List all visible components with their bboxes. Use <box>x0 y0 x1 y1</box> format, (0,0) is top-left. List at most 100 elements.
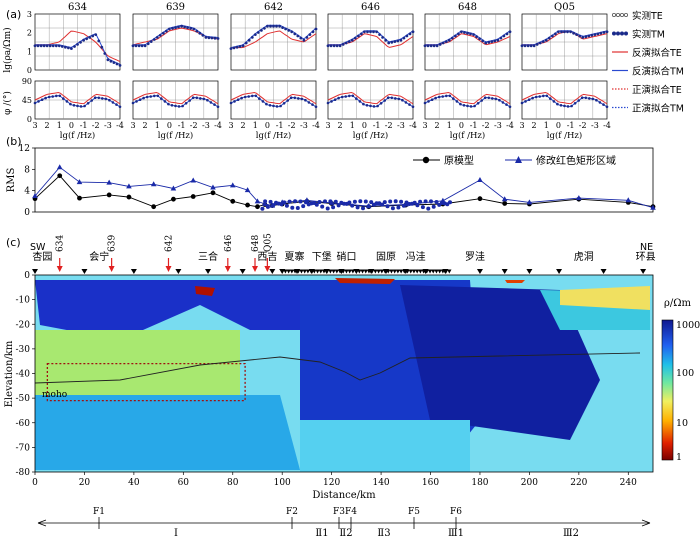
fault-label: F1 <box>93 507 105 517</box>
xtick: 0 <box>362 121 367 130</box>
resistivity-zone <box>560 286 650 310</box>
distance-tick: 60 <box>178 478 190 488</box>
xtick: -1 <box>276 121 284 130</box>
site-marker <box>130 269 137 274</box>
legend-label: 正演拟合TM <box>632 103 684 115</box>
legend-label: 反演拟合TE <box>632 47 682 59</box>
panel-a-label: (a) <box>6 8 21 21</box>
site-marker <box>373 269 378 274</box>
elevation-tick: -30 <box>16 345 31 355</box>
site-marker <box>331 269 336 274</box>
station-label: Q05 <box>263 233 273 252</box>
distance-tick: 180 <box>471 478 488 488</box>
panel-a-upper-ylabel: lg(ρa/Ωm) <box>2 27 13 72</box>
rms-dense-point <box>295 206 300 210</box>
station-title: 634 <box>68 2 87 13</box>
conductor-anomaly <box>505 280 525 283</box>
xtick: -2 <box>482 121 490 130</box>
rms-dense-point <box>434 200 439 204</box>
xlabel: lg(f /Hz) <box>158 130 193 141</box>
site-marker <box>640 269 647 274</box>
rms-dense-point <box>314 202 319 207</box>
panel-b-frame <box>34 147 654 213</box>
distance-tick: 240 <box>620 478 637 488</box>
rms-dense-point <box>282 200 287 205</box>
place-name: 三合 <box>198 250 218 263</box>
rms-dense-point <box>393 199 398 204</box>
lower-ytick: 90 <box>22 77 32 86</box>
site-marker <box>292 269 298 274</box>
rms-dense-point <box>287 199 292 204</box>
site-marker <box>434 269 439 274</box>
rms-dense-point <box>284 203 289 208</box>
distance-tick: 20 <box>79 478 91 488</box>
site-marker <box>402 269 407 274</box>
rms-dense-point <box>358 199 363 204</box>
rms-dense-point <box>369 200 374 205</box>
site-marker <box>341 269 346 274</box>
legend-item-3: 反演拟合TM <box>612 66 684 78</box>
rms-dense-point <box>399 199 404 204</box>
xtick: 2 <box>45 121 50 130</box>
site-marker <box>501 269 508 274</box>
rms-point <box>150 181 157 187</box>
site-marker <box>305 269 311 274</box>
rms-dense-point <box>325 206 330 211</box>
place-name: 下堡 <box>312 250 332 263</box>
site-marker <box>280 269 285 274</box>
site-marker <box>205 269 212 274</box>
xtick: 1 <box>57 121 62 130</box>
rms-point <box>210 184 216 190</box>
site-marker <box>431 269 436 274</box>
rms-dense-point <box>355 205 360 210</box>
site-marker <box>296 269 301 274</box>
xtick: 1 <box>350 121 355 130</box>
place-name: 罗洼 <box>465 250 485 263</box>
block-label: Ⅱ1 <box>315 528 328 539</box>
station-label: 642 <box>164 235 174 252</box>
distance-tick: 80 <box>227 478 239 488</box>
colorbar: ρ/Ωm 1000 100 10 1 <box>661 298 700 463</box>
site-marker <box>302 269 307 274</box>
rms-dense-point <box>347 200 352 205</box>
site-marker <box>408 269 413 274</box>
xtick: 2 <box>241 121 246 130</box>
rms-point <box>229 182 236 188</box>
legend-item-4: 正演拟合TE <box>612 84 682 96</box>
distance-tick: 200 <box>521 478 538 488</box>
panel-c-axes: 0-10-20-30-40-50-60-70-800 20 40 60 80 100 120… <box>16 271 638 488</box>
panel-b-yticks: 12 8 4 0 <box>19 144 35 218</box>
xtick: -4 <box>214 121 222 130</box>
rms-point <box>57 173 63 179</box>
station-title: 648 <box>458 2 477 13</box>
site-marker <box>421 269 426 274</box>
elevation-tick: -60 <box>16 419 31 429</box>
legend-item-0: 实测TE <box>612 10 663 22</box>
xtick: 1 <box>253 121 258 130</box>
site-marker <box>308 269 314 274</box>
conductor-anomaly <box>335 278 395 284</box>
rms-point <box>625 197 632 203</box>
legend-marker-modified <box>515 156 522 163</box>
xlabel: lg(f /Hz) <box>353 130 388 141</box>
rms-dense-point <box>298 199 303 204</box>
site-marker <box>337 269 343 274</box>
fault-label: F6 <box>450 507 462 517</box>
xlabel: lg(f /Hz) <box>256 130 291 141</box>
rms-ytick: 4 <box>24 187 30 197</box>
rms-point <box>244 187 251 193</box>
xtick: -3 <box>202 121 210 130</box>
station-label: 639 <box>108 235 118 252</box>
rms-dense-point <box>336 203 341 208</box>
station-plot-639: 639 3 2 1 0 -1 -2 -3 -4 lg(f /Hz) <box>130 2 221 141</box>
xlabel: lg(f /Hz) <box>450 130 485 141</box>
xtick: 0 <box>69 121 74 130</box>
rms-dense-point <box>423 199 428 204</box>
modified-region-rect <box>46 362 246 402</box>
site-marker <box>556 269 563 274</box>
station-plot-Q05: Q05 3 2 1 0 -1 -2 -3 -4 lg(f /Hz) <box>519 2 610 141</box>
legend-item-5: 正演拟合TM <box>612 103 684 115</box>
